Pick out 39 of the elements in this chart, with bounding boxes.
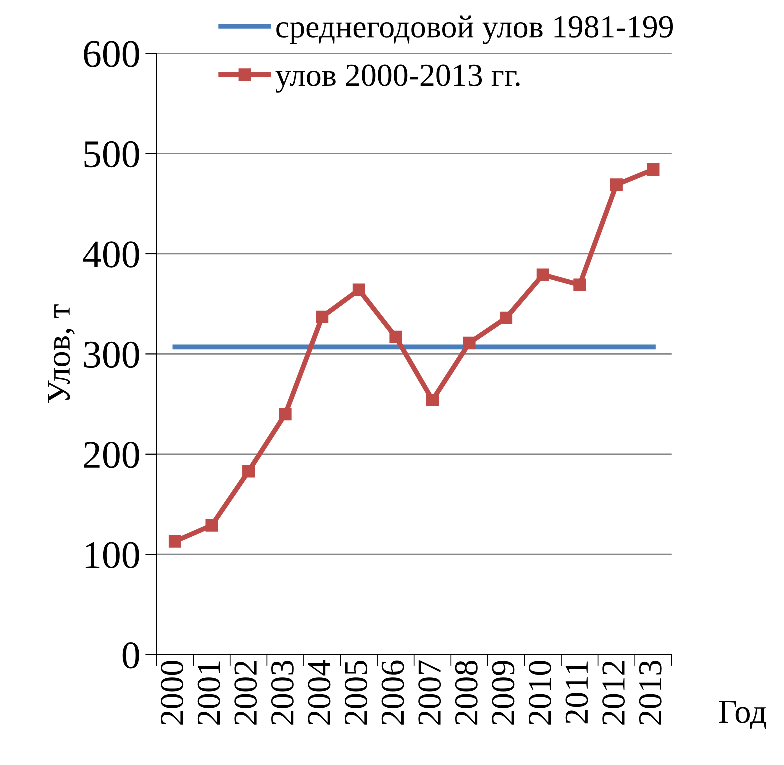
x-tick-label: 2005	[345, 661, 368, 725]
x-tick-label: 2009	[492, 661, 515, 725]
point	[206, 519, 218, 532]
point	[390, 330, 402, 344]
x-tick-label: 2003	[271, 661, 294, 725]
point	[426, 394, 439, 407]
x-tick-label: 2001	[198, 662, 220, 725]
point	[536, 268, 550, 282]
point	[279, 408, 292, 421]
x-tick-label: 2012	[602, 662, 626, 725]
legend-label: среднегодовой улов 1981-199	[276, 16, 674, 44]
y-tick-label: 200	[84, 442, 140, 468]
legend-label: улов 2000-2013 гг.	[276, 64, 520, 93]
x-tick-label: 2008	[455, 660, 478, 725]
x-tick-label: 2007	[418, 660, 442, 725]
point	[352, 284, 366, 296]
x-axis-title: Год	[719, 701, 767, 730]
point	[610, 178, 623, 192]
point	[463, 336, 476, 350]
y-tick-label: 600	[84, 41, 140, 68]
x-tick-label: 2004	[308, 660, 331, 725]
point	[647, 164, 660, 176]
y-tick-label: 0	[122, 642, 140, 669]
x-tick-label: 2010	[528, 660, 552, 725]
point	[168, 535, 182, 548]
x-tick-label: 2000	[161, 660, 184, 725]
point	[242, 465, 256, 478]
y-axis-title: Улов, т	[48, 304, 75, 404]
point	[574, 278, 586, 292]
y-tick-label: 500	[84, 141, 140, 168]
x-tick-label: 2011	[566, 662, 588, 724]
x-tick-label: 2002	[234, 662, 258, 725]
y-tick-label: 100	[86, 542, 140, 568]
point	[500, 312, 513, 324]
y-tick-label: 300	[84, 342, 140, 368]
point	[316, 310, 329, 324]
x-tick-label: 2006	[382, 660, 404, 725]
y-tick-label: 400	[83, 242, 140, 268]
x-tick-label: 2013	[639, 661, 662, 725]
